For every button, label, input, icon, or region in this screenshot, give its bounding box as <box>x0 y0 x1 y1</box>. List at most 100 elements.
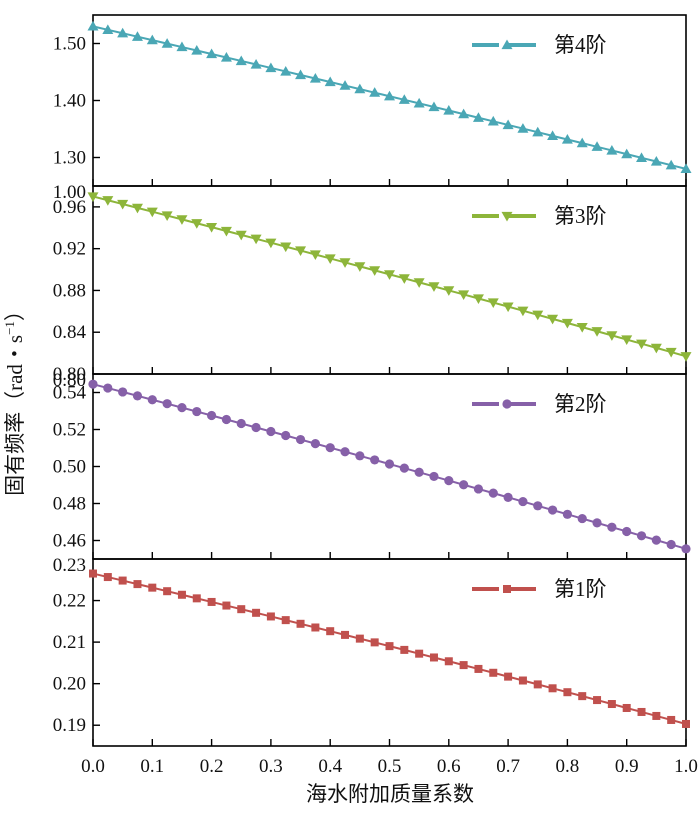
data-point <box>636 531 647 541</box>
data-point <box>385 642 394 651</box>
data-point <box>637 707 646 716</box>
data-point <box>163 587 172 596</box>
data-point <box>339 80 351 90</box>
legend-label: 第4阶 <box>554 33 607 57</box>
data-point <box>593 696 602 705</box>
data-point <box>650 156 662 166</box>
data-point <box>444 657 453 666</box>
x-tick-label: 0.8 <box>556 756 580 777</box>
y-tick-label: 0.54 <box>53 383 87 404</box>
data-point <box>577 513 587 524</box>
data-point <box>591 141 603 151</box>
data-point <box>621 148 633 159</box>
data-point <box>207 597 216 606</box>
data-point <box>177 590 186 599</box>
data-point <box>667 715 676 724</box>
panel-2: 0.80 0.84 0.88 0.92 0.961.00 第3阶 <box>53 182 692 385</box>
y-tick-label: 0.46 <box>53 531 86 552</box>
data-point <box>88 379 98 389</box>
data-point <box>561 133 573 144</box>
data-point <box>576 137 588 148</box>
data-point <box>533 501 543 511</box>
data-point <box>636 339 648 350</box>
data-point <box>414 467 424 477</box>
y-axis-label-close: ） <box>3 300 27 321</box>
y-axis-label-main: 固有频率（rad・s <box>3 335 27 496</box>
data-point <box>592 518 602 528</box>
data-point <box>176 215 188 225</box>
data-point <box>133 580 142 589</box>
data-point <box>355 634 364 643</box>
data-point <box>518 496 528 507</box>
data-point <box>236 418 246 429</box>
data-point <box>474 664 483 673</box>
data-point <box>384 270 395 280</box>
data-point <box>250 58 262 69</box>
data-point <box>562 509 573 519</box>
data-point <box>503 492 513 502</box>
legend-label: 第2阶 <box>554 392 607 416</box>
data-point <box>428 101 440 112</box>
data-point <box>651 535 661 545</box>
data-point <box>280 242 292 253</box>
y-tick-label: 0.80 <box>53 364 86 385</box>
data-point <box>488 488 498 498</box>
data-point <box>561 318 573 329</box>
data-point <box>131 203 143 214</box>
data-point <box>235 230 247 241</box>
data-point <box>502 302 514 313</box>
data-point <box>148 583 157 592</box>
data-point <box>473 484 484 494</box>
y-tick-label: 0.52 <box>53 420 86 441</box>
data-point <box>472 294 484 304</box>
data-point <box>295 434 306 445</box>
data-point <box>413 97 425 108</box>
y-tick-label: 0.96 <box>53 197 86 218</box>
data-point <box>117 27 129 38</box>
data-point <box>221 414 232 425</box>
data-point <box>680 163 692 174</box>
x-tick-label: 0.4 <box>318 756 342 777</box>
data-point <box>220 51 232 62</box>
data-point <box>161 38 173 48</box>
y-top-label: 0.23 <box>53 555 86 576</box>
data-point <box>295 246 307 257</box>
data-point <box>415 649 424 658</box>
data-point <box>458 108 470 119</box>
data-point <box>548 684 557 693</box>
data-point <box>147 395 157 405</box>
y-tick-label: 0.50 <box>53 457 86 478</box>
data-point <box>296 619 305 628</box>
data-point <box>607 700 616 709</box>
data-point <box>489 668 498 677</box>
data-point <box>518 676 527 685</box>
y-axis-label: 固有频率（rad・s−1） <box>2 300 27 496</box>
data-point <box>89 569 97 578</box>
data-point <box>400 645 409 654</box>
data-point <box>354 83 366 94</box>
data-point <box>176 41 188 52</box>
legend-label: 第1阶 <box>554 577 607 601</box>
data-point <box>309 250 321 260</box>
y-tick-label: 0.21 <box>53 632 86 653</box>
panel-3: 0.46 0.48 0.50 0.52 0.540.80 第2阶 <box>53 370 691 560</box>
data-point <box>458 290 470 300</box>
data-point <box>161 211 173 222</box>
data-point <box>533 680 542 689</box>
data-point <box>235 55 247 66</box>
data-point <box>177 403 187 413</box>
data-point <box>622 703 631 712</box>
data-point <box>576 323 588 333</box>
data-point <box>117 199 129 210</box>
data-point <box>131 31 143 41</box>
data-point <box>606 331 618 341</box>
data-point <box>103 383 113 393</box>
data-point <box>191 45 203 55</box>
data-point <box>504 672 513 681</box>
data-point <box>162 399 172 409</box>
data-point <box>220 226 232 237</box>
data-point <box>399 463 409 473</box>
data-point <box>666 539 676 550</box>
panels-layer: 1.30 1.40 1.50 第4阶 0.80 0.84 0.88 0.92 0.961.00 第… <box>53 14 692 747</box>
data-point <box>206 48 218 59</box>
